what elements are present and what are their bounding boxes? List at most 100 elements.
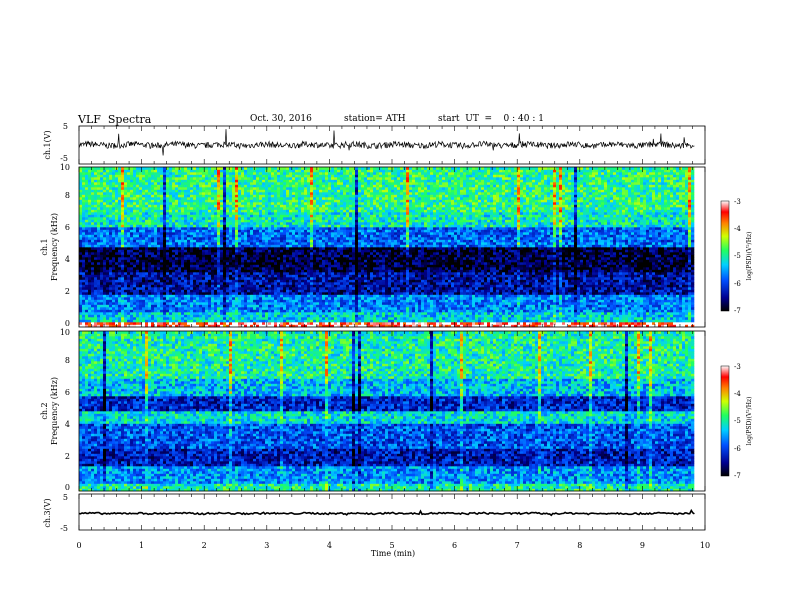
spectrogram-cell <box>94 280 97 283</box>
spectrogram-cell <box>367 290 370 293</box>
spectrogram-cell <box>670 317 673 320</box>
spectrogram-cell <box>238 320 241 323</box>
spectrogram-cell <box>367 285 370 288</box>
spectrogram-cell <box>244 292 247 295</box>
spectrogram-cell <box>274 280 277 283</box>
spectrogram-cell <box>553 282 556 285</box>
spectrogram-cell <box>202 292 205 295</box>
spectrogram-cell <box>454 312 457 315</box>
spectrogram-cell <box>88 287 91 290</box>
spectrogram-cell <box>415 292 418 295</box>
spectrogram-cell <box>79 277 82 280</box>
spectrogram-cell <box>82 267 85 270</box>
spectrogram-cell <box>415 290 418 293</box>
spectrogram-cell <box>343 307 346 310</box>
spectrogram-cell <box>187 300 190 303</box>
spectrogram-cell <box>211 300 214 303</box>
spectrogram-cell <box>547 305 550 308</box>
spectrogram-cell <box>229 292 232 295</box>
spectrogram-cell <box>445 315 448 318</box>
spectrogram-cell <box>313 270 316 273</box>
spectrogram-cell <box>163 322 166 325</box>
spectrogram-cell <box>622 310 625 313</box>
spectrogram-cell <box>658 317 661 320</box>
spectrogram-cell <box>193 270 196 273</box>
spectrogram-cell <box>406 302 409 305</box>
spectrogram-cell <box>175 310 178 313</box>
spectrogram-cell <box>460 307 463 310</box>
spectrogram-cell <box>370 292 373 295</box>
spectrogram-cell <box>124 320 127 323</box>
spectrogram-cell <box>460 290 463 293</box>
spectrogram-cell <box>118 317 121 320</box>
spectrogram-cell <box>232 292 235 295</box>
spectrogram-cell <box>676 322 679 325</box>
spectrogram-cell <box>304 285 307 288</box>
spectrogram-cell <box>610 290 613 293</box>
spectrogram-cell <box>328 280 331 283</box>
spectrogram-cell <box>217 290 220 293</box>
spectrogram-cell <box>475 312 478 315</box>
spectrogram-cell <box>106 322 109 325</box>
spectrogram-cell <box>85 275 88 278</box>
spectrogram-cell <box>250 267 253 270</box>
spectrogram-cell <box>175 315 178 318</box>
spectrogram-cell <box>202 315 205 318</box>
spectrogram-cell <box>478 317 481 320</box>
spectrogram-cell <box>472 320 475 323</box>
spectrogram-cell <box>259 287 262 290</box>
spectrogram-cell <box>637 287 640 290</box>
spectrogram-cell <box>691 290 694 293</box>
spectrogram-cell <box>148 307 151 310</box>
spectrogram-cell <box>625 285 628 288</box>
spectrogram-cell <box>343 277 346 280</box>
spectrogram-cell <box>265 297 268 300</box>
spectrogram-cell <box>508 312 511 315</box>
spectrogram-cell <box>589 290 592 293</box>
spectrogram-cell <box>553 267 556 270</box>
spectrogram-cell <box>556 320 559 323</box>
spectrogram-cell <box>397 280 400 283</box>
spectrogram-cell <box>91 267 94 270</box>
spectrogram-cell <box>307 310 310 313</box>
spectrogram-cell <box>409 312 412 315</box>
spectrogram-cell <box>511 315 514 318</box>
spectrogram-cell <box>571 317 574 320</box>
spectrogram-cell <box>343 272 346 275</box>
spectrogram-cell <box>427 295 430 298</box>
spectrogram-cell <box>469 285 472 288</box>
spectrogram-cell <box>601 290 604 293</box>
spectrogram-cell <box>103 292 106 295</box>
spectrogram-cell <box>259 310 262 313</box>
spectrogram-cell <box>565 277 568 280</box>
spectrogram-cell <box>595 290 598 293</box>
spectrogram-cell <box>154 287 157 290</box>
spectrogram-cell <box>517 302 520 305</box>
spectrogram-cell <box>685 317 688 320</box>
spectrogram-cell <box>310 282 313 285</box>
spectrogram-cell <box>340 297 343 300</box>
spectrogram-cell <box>640 277 643 280</box>
spectrogram-cell <box>226 312 229 315</box>
spectrogram-cell <box>298 287 301 290</box>
spectrogram-cell <box>244 302 247 305</box>
spectrogram-cell <box>220 270 223 273</box>
spectrogram-cell <box>160 292 163 295</box>
spectrogram-cell <box>157 272 160 275</box>
spectrogram-cell <box>238 295 241 298</box>
spectrogram-cell <box>460 272 463 275</box>
spectrogram-cell <box>373 315 376 318</box>
spectrogram-cell <box>490 302 493 305</box>
spectrogram-cell <box>427 317 430 320</box>
spectrogram-cell <box>469 320 472 323</box>
spectrogram-cell <box>226 277 229 280</box>
spectrogram-cell <box>175 277 178 280</box>
spectrogram-cell <box>613 280 616 283</box>
spectrogram-cell <box>247 297 250 300</box>
spectrogram-cell <box>361 300 364 303</box>
spectrogram-cell <box>661 295 664 298</box>
spectrogram-cell <box>433 270 436 273</box>
spectrogram-cell <box>667 305 670 308</box>
spectrogram-cell <box>538 302 541 305</box>
spectrogram-cell <box>364 305 367 308</box>
